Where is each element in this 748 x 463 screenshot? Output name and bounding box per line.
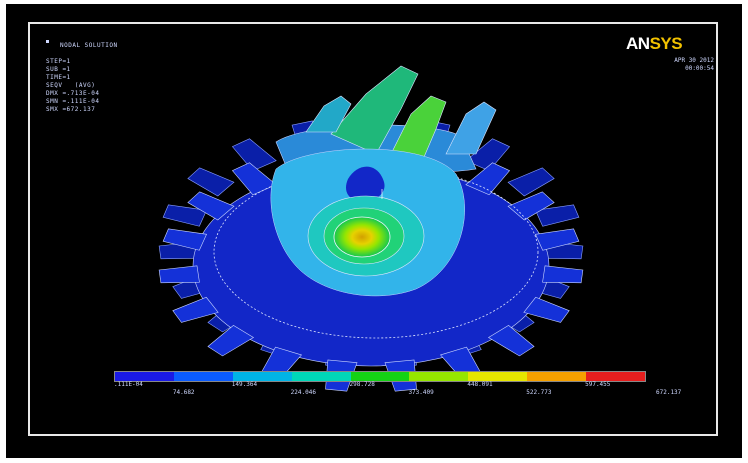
legend-label: 522.773 [526, 389, 552, 396]
legend-label: 448.091 [467, 381, 493, 388]
legend-label: 224.046 [290, 389, 316, 396]
solution-title: NODAL SOLUTION [46, 40, 118, 50]
legend-label: 74.682 [172, 389, 195, 396]
gear-contour-plot [158, 65, 584, 392]
legend-color-segment [350, 372, 410, 381]
plot-time: 00:00:54 [685, 65, 714, 72]
info-line: SEQV (AVG) [46, 82, 96, 89]
legend-color-segment [173, 372, 233, 381]
ansys-timestamp: APR 30 2012 00:00:54 [626, 57, 714, 73]
legend-label: 597.455 [585, 381, 611, 388]
gear-tooth [158, 265, 200, 284]
gear-tooth [523, 296, 570, 323]
loaded-tooth-4 [445, 101, 497, 155]
info-line: SMN =.111E-04 [46, 98, 100, 105]
legend-label: 298.728 [349, 381, 375, 388]
contour-legend-bar [114, 371, 646, 382]
legend-color-segment [527, 372, 587, 381]
viewport-border [28, 22, 718, 436]
gear-tooth [231, 162, 277, 196]
gear-tooth [535, 228, 580, 251]
gear-tooth [207, 325, 255, 357]
legend-color-segment [586, 372, 646, 381]
info-line: DMX =.713E-04 [46, 90, 100, 97]
gear-tooth [162, 228, 207, 251]
hub-core [333, 216, 391, 258]
legend-color-segment [291, 372, 351, 381]
gear-tooth [487, 325, 535, 357]
gear-tooth-side [187, 167, 235, 197]
ansys-viewport: NODAL SOLUTION STEP=1 SUB =1 TIME=1 SEQV… [6, 4, 742, 458]
ansys-logo: ANSYS [626, 34, 683, 54]
gear-tooth [187, 191, 235, 221]
legend-label: 149.364 [231, 381, 258, 388]
gear-tooth-side [465, 138, 511, 172]
gear-tooth-side [231, 138, 277, 172]
info-line: TIME=1 [46, 74, 71, 81]
info-line: SMX =672.137 [46, 106, 96, 113]
solution-info-panel: NODAL SOLUTION STEP=1 SUB =1 TIME=1 SEQV… [46, 40, 118, 114]
legend-label: 373.409 [408, 389, 434, 396]
gear-tooth-side [162, 204, 207, 227]
legend-label: 672.137 [656, 389, 682, 396]
info-line: STEP=1 [46, 58, 71, 65]
plot-date: APR 30 2012 [674, 57, 714, 64]
logo-prefix: AN [626, 34, 650, 53]
low-stress-pocket [346, 166, 385, 202]
gear-tooth [542, 265, 584, 284]
logo-accent: SYS [649, 34, 683, 53]
loaded-tooth-3 [305, 95, 352, 133]
legend-color-segment [232, 372, 292, 381]
legend-label: .111E-04 [114, 381, 143, 388]
info-line: SUB =1 [46, 66, 71, 73]
legend-color-segment [409, 372, 469, 381]
legend-color-segment [115, 372, 174, 381]
legend-color-segment [468, 372, 528, 381]
gear-tooth [465, 162, 511, 196]
gear-tooth [507, 191, 555, 221]
gear-tooth [172, 296, 219, 323]
gear-tooth-side [507, 167, 555, 197]
gear-tooth-side [535, 204, 580, 227]
contour-legend-labels: .111E-04 149.364 298.728 448.091 597.455 74.6… [114, 381, 681, 401]
